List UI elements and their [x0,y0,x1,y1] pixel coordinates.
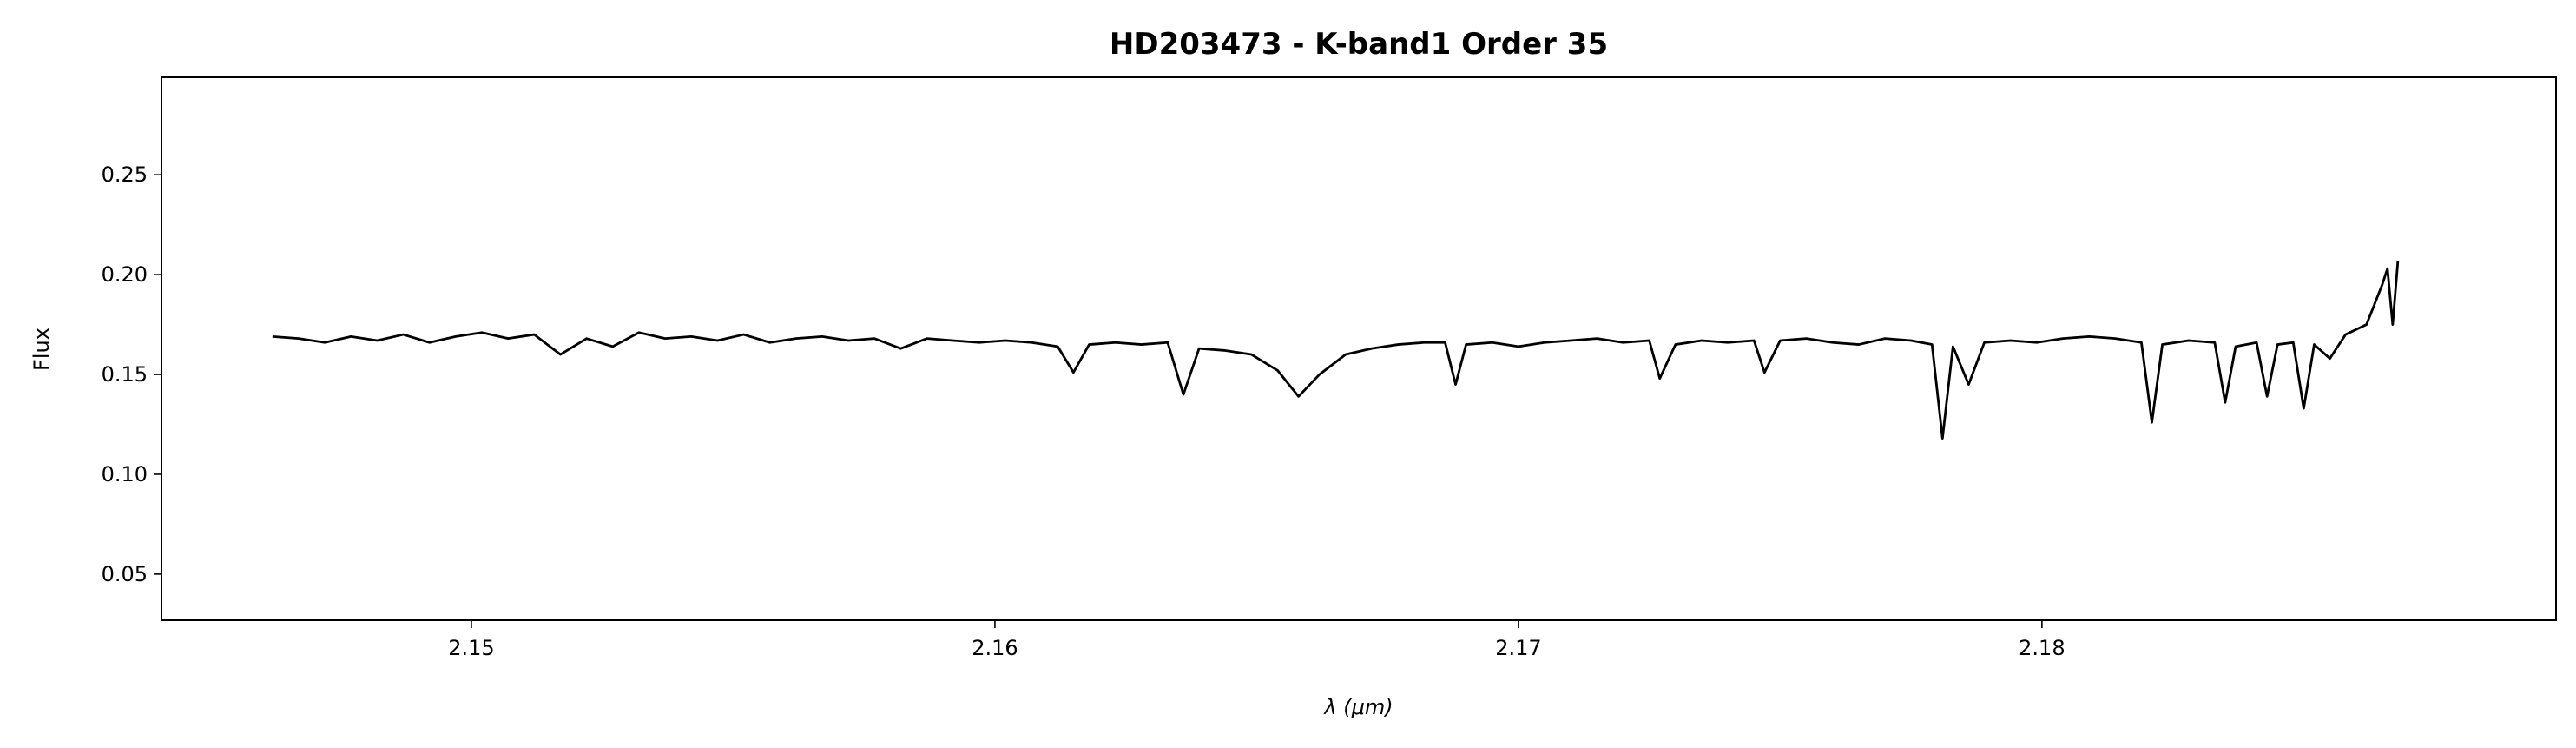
y-tick-label: 0.05 [102,562,148,586]
x-tick-label: 2.15 [448,636,494,660]
y-tick-label: 0.10 [102,462,148,487]
x-tick-label: 2.17 [1495,636,1541,660]
y-axis-label: Flux [30,328,54,371]
x-tick-label: 2.18 [2019,636,2065,660]
y-tick-label: 0.20 [102,262,148,287]
y-tick-label: 0.15 [102,362,148,387]
x-axis-label: λ (μm) [1322,695,1393,719]
plot-frame [161,76,2557,621]
spectrum-line [272,260,2400,440]
chart-title: HD203473 - K-band1 Order 35 [1110,27,1608,62]
y-tick-label: 0.25 [102,162,148,187]
x-tick-label: 2.16 [972,636,1018,660]
